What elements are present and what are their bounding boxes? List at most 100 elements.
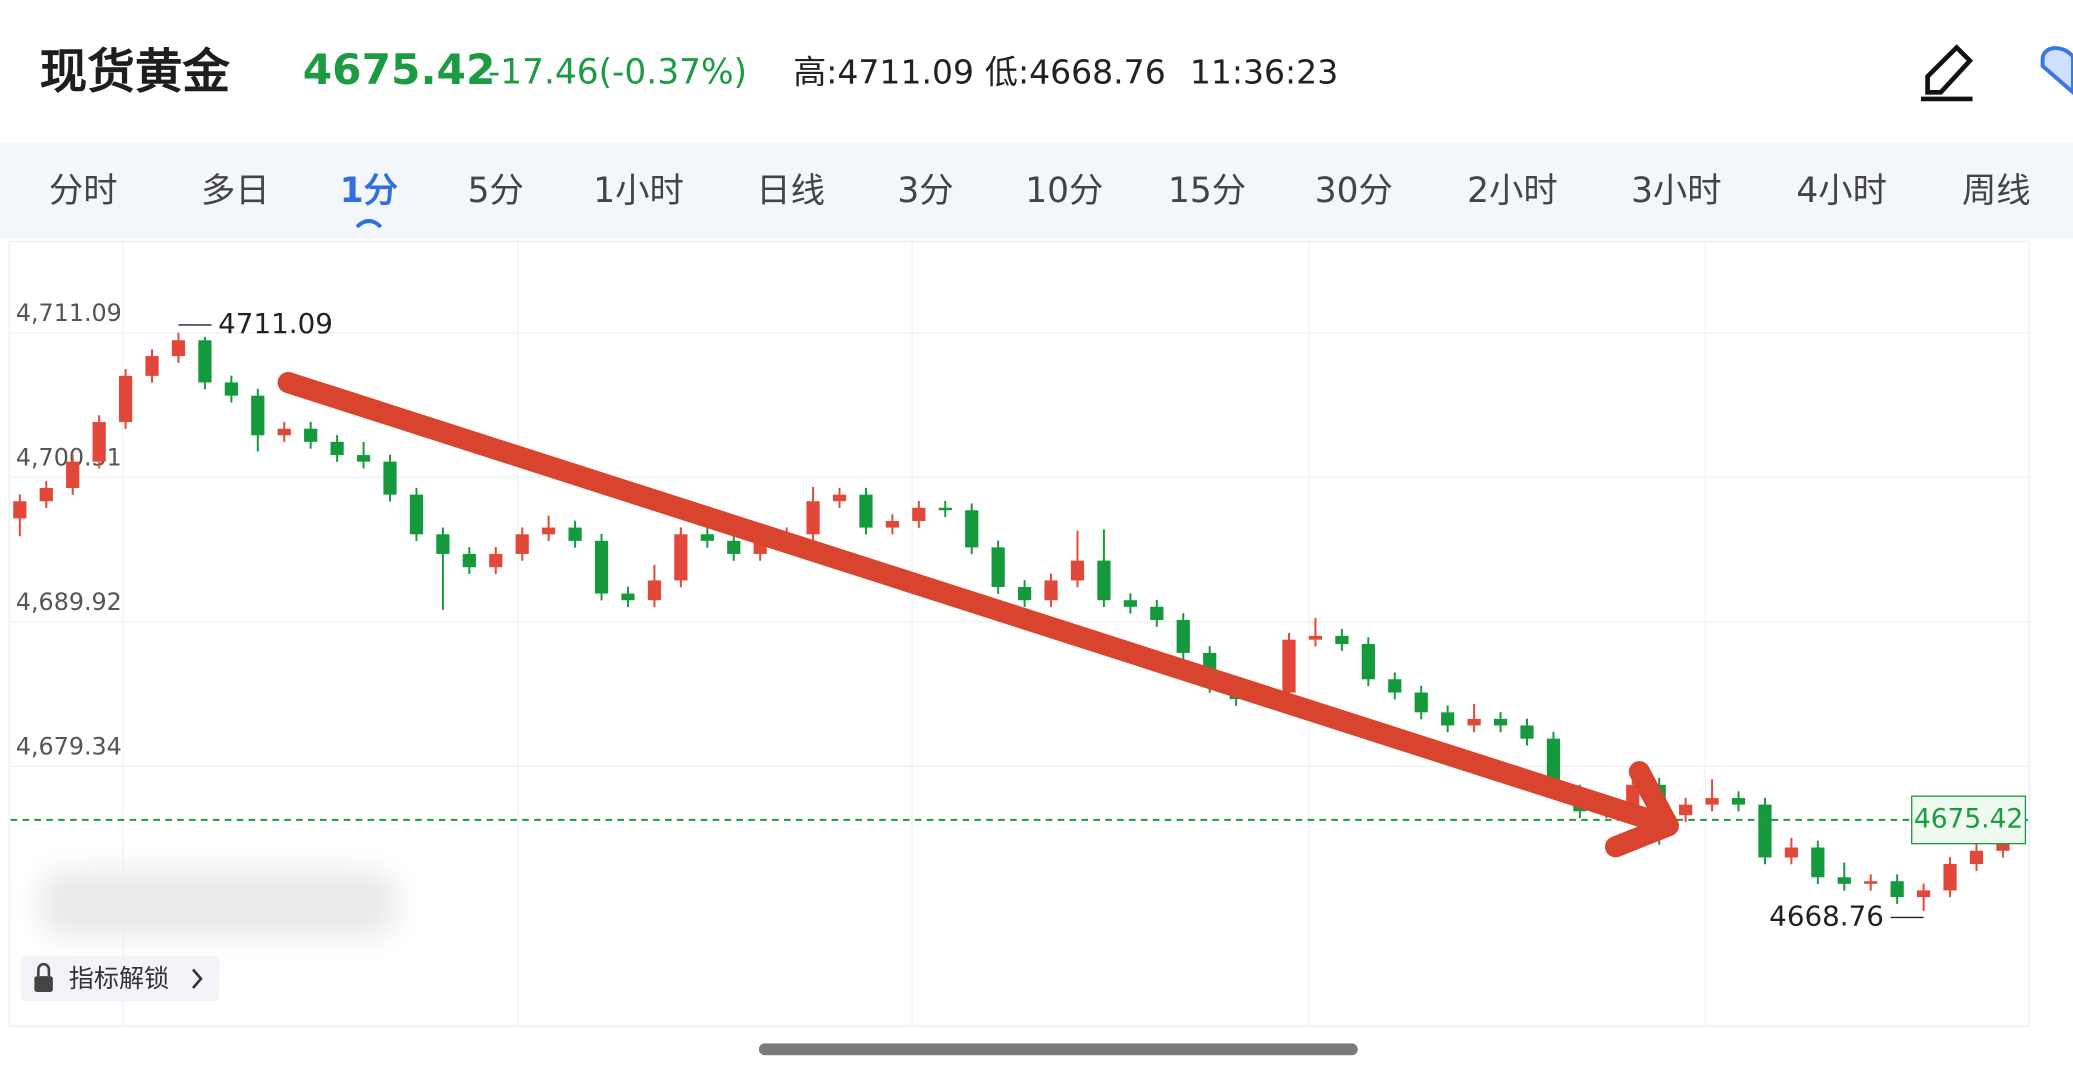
tab-indicator — [355, 218, 383, 229]
tab[interactable]: 周线 — [1962, 171, 2031, 211]
candle-body — [647, 580, 662, 601]
tab[interactable]: 1小时 — [593, 171, 684, 211]
candle-body — [1811, 847, 1825, 878]
tab[interactable]: 4小时 — [1796, 171, 1887, 211]
candle-body — [1070, 560, 1085, 581]
candle-body — [1679, 804, 1693, 816]
candle-body — [859, 494, 873, 528]
candle-body — [1308, 635, 1323, 640]
favorite-icon[interactable] — [2040, 46, 2073, 95]
candle-body — [1626, 784, 1640, 808]
candle-body — [515, 534, 529, 554]
candle-body — [1864, 881, 1878, 884]
candle-body — [1890, 881, 1904, 898]
candle-body — [1705, 798, 1719, 805]
candle-body — [1044, 580, 1058, 601]
candle-body — [1097, 560, 1111, 601]
candle-body — [330, 441, 344, 456]
lock-shackle — [37, 963, 51, 977]
candle-body — [938, 507, 952, 511]
candle-body — [1150, 606, 1164, 621]
candle-body — [251, 395, 265, 436]
candle-body — [383, 461, 397, 495]
candle-body — [304, 428, 318, 442]
time: 11:36:23 — [1190, 52, 1338, 91]
candle-body — [1520, 725, 1534, 739]
tab[interactable]: 15分 — [1168, 171, 1246, 211]
tab-bar — [0, 142, 2073, 239]
candle-body — [806, 501, 820, 535]
candle-body — [594, 540, 609, 594]
candle-body — [674, 534, 688, 581]
tab[interactable]: 分时 — [49, 171, 118, 211]
tab[interactable]: 日线 — [756, 171, 825, 211]
candle-body — [1916, 890, 1931, 898]
candle-body — [912, 507, 926, 522]
tab[interactable]: 2小时 — [1467, 171, 1558, 211]
chevron — [192, 968, 203, 989]
candle-body — [1335, 635, 1349, 645]
candle-body — [145, 356, 159, 376]
candle-body — [66, 461, 80, 488]
title: 现货黄金 — [40, 45, 231, 100]
candle-body — [1017, 586, 1032, 601]
candle-body — [462, 553, 476, 568]
candle-body — [1388, 679, 1402, 693]
last-price-label: 4675.42 — [1914, 803, 2023, 834]
tab[interactable]: 1分 — [340, 171, 398, 211]
high: 高:4711.09 — [793, 52, 974, 91]
candle-body — [1969, 850, 1984, 865]
candle-body — [277, 428, 291, 436]
candle-body — [568, 527, 582, 541]
home-indicator — [758, 1043, 1358, 1056]
y-tick-label: 4,711.09 — [16, 299, 122, 327]
y-tick-label: 4,679.34 — [16, 732, 122, 760]
trend-arrow-head — [1604, 761, 1680, 858]
candle-body — [224, 382, 238, 396]
candle-body — [118, 375, 133, 423]
candle-body — [832, 494, 847, 502]
candle-body — [409, 494, 424, 535]
tab[interactable]: 3小时 — [1631, 171, 1722, 211]
trend-arrow — [277, 371, 1664, 832]
min-label: 4668.76 — [1769, 899, 1884, 932]
tab[interactable]: 5分 — [468, 171, 524, 211]
candle-body — [1758, 804, 1772, 858]
candle-body — [1414, 692, 1428, 713]
candle-body — [1176, 620, 1190, 653]
last-price-tag — [1911, 795, 2027, 845]
candle-body — [1493, 718, 1508, 726]
candle-body — [1731, 798, 1746, 805]
max-label: 4711.09 — [218, 307, 333, 340]
candle-body — [198, 340, 212, 383]
candle-body — [1282, 639, 1296, 693]
candle-body — [92, 422, 106, 462]
candle-body — [1361, 644, 1375, 680]
candle-body — [991, 547, 1005, 587]
tab[interactable]: 3分 — [897, 171, 953, 211]
candle-body — [885, 521, 900, 528]
candle-body — [39, 487, 53, 502]
candle-body — [965, 510, 979, 548]
tab[interactable]: 多日 — [201, 171, 270, 211]
candle-body — [171, 340, 186, 357]
candle-body — [1467, 718, 1481, 726]
candle-body — [1784, 847, 1799, 858]
low: 低:4668.76 — [985, 52, 1166, 91]
candle-body — [1837, 877, 1851, 884]
y-tick-label: 4,689.92 — [16, 588, 122, 616]
indicator-button[interactable] — [21, 956, 220, 1002]
price: 4675.42 — [303, 45, 496, 94]
edit-icon[interactable] — [1920, 44, 1974, 102]
tab[interactable]: 30分 — [1315, 171, 1393, 211]
tab[interactable]: 10分 — [1025, 171, 1103, 211]
candle-body — [356, 455, 371, 462]
lock-icon — [34, 976, 53, 992]
candle-body — [1441, 712, 1455, 726]
candle-body — [489, 553, 503, 568]
candle-body — [436, 534, 450, 554]
candle-body — [13, 501, 27, 519]
blurred-overlay — [39, 870, 397, 937]
candle-body — [700, 534, 714, 541]
